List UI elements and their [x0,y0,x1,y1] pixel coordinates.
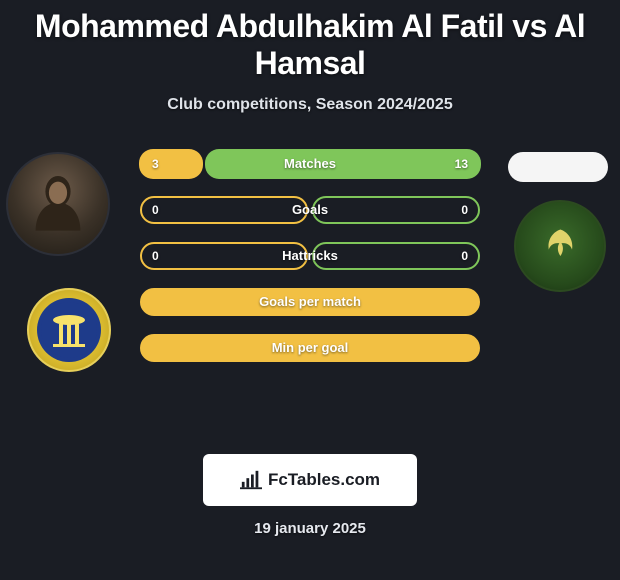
stat-value-right: 13 [455,157,468,171]
stat-row: 0 0 Goals [140,196,480,224]
stat-label: Hattricks [282,248,338,263]
stat-value-left: 0 [152,203,159,217]
player1-club-badge [27,288,111,372]
person-silhouette-icon [23,169,93,239]
stat-row: Min per goal [140,334,480,362]
stat-row: 3 13 Matches [140,150,480,178]
stat-label: Min per goal [272,340,349,355]
stat-bar-right [205,149,481,179]
fctables-text: FcTables.com [268,470,380,490]
stat-label: Goals per match [259,294,361,309]
comparison-content: 3 13 Matches 0 0 Goals 0 0 Hattricks Goals per ma… [0,136,620,436]
stat-value-left: 0 [152,249,159,263]
player1-avatar [6,152,110,256]
stat-label: Goals [292,202,328,217]
stat-rows: 3 13 Matches 0 0 Goals 0 0 Hattricks Goals per ma… [140,150,480,362]
stat-value-right: 0 [461,203,468,217]
player2-club-badge [514,200,606,292]
comparison-date: 19 january 2025 [0,520,620,537]
stat-label: Matches [284,156,336,171]
khaleej-eagle-icon [534,219,587,272]
stat-bar-left [139,149,203,179]
comparison-title: Mohammed Abdulhakim Al Fatil vs Al Hamsa… [0,8,620,82]
stat-row: 0 0 Hattricks [140,242,480,270]
bar-chart-icon [240,469,262,491]
player2-avatar [508,152,608,182]
season-subtitle: Club competitions, Season 2024/2025 [0,96,620,114]
al-nassr-crest-icon [37,298,101,362]
stat-value-left: 3 [152,157,159,171]
stat-row: Goals per match [140,288,480,316]
stat-value-right: 0 [461,249,468,263]
fctables-badge[interactable]: FcTables.com [203,454,417,506]
